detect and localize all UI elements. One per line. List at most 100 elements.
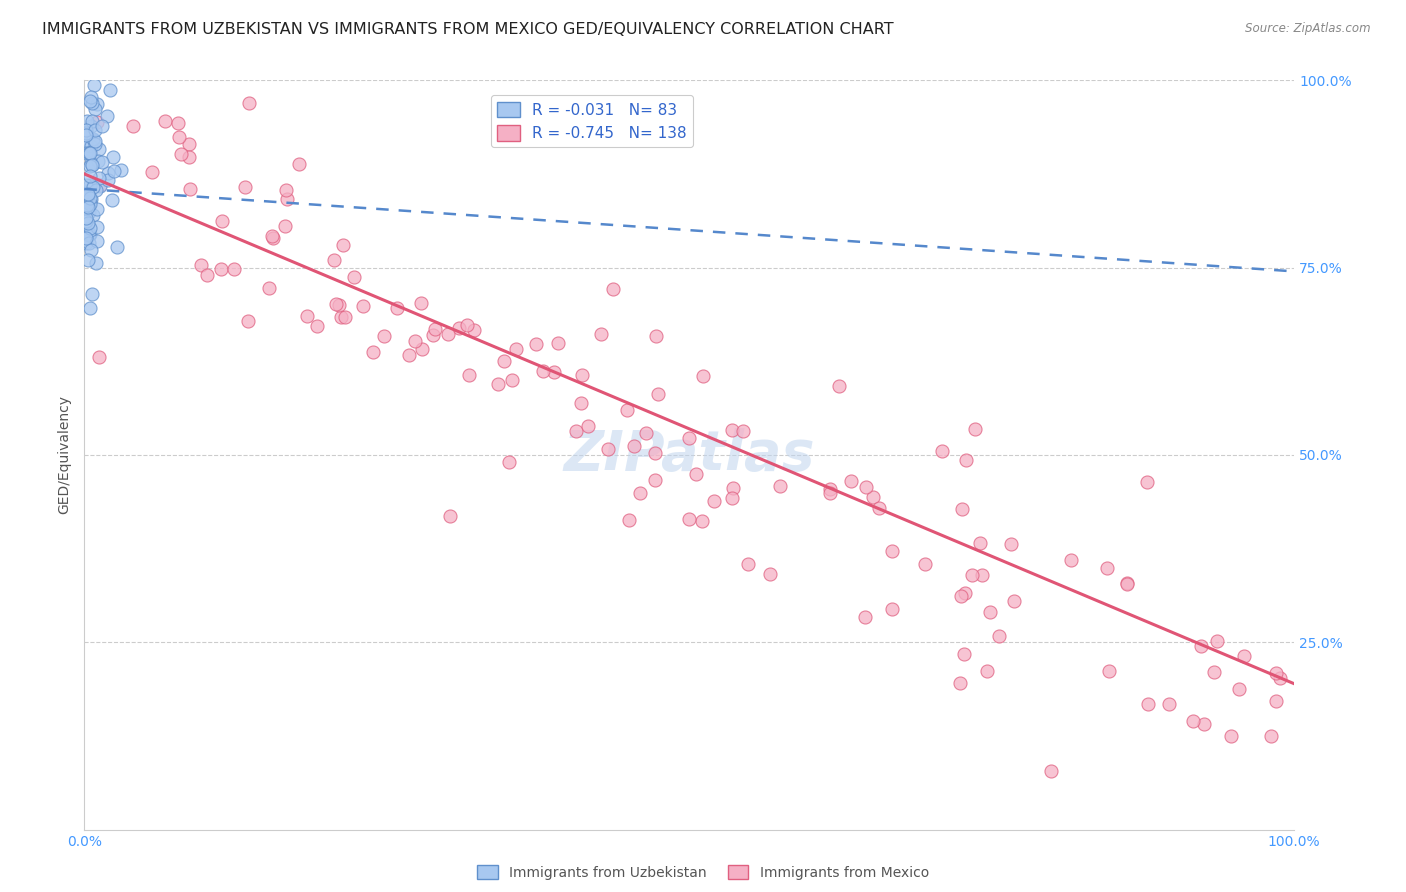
Point	[97, 166, 120, 180]
Point	[274, 183, 297, 197]
Point	[422, 328, 444, 343]
Point	[352, 299, 374, 313]
Point	[953, 586, 976, 600]
Point	[77, 145, 100, 160]
Point	[463, 323, 485, 337]
Point	[79, 221, 101, 235]
Point	[222, 262, 245, 277]
Point	[80, 95, 103, 110]
Point	[260, 229, 283, 244]
Point	[79, 197, 101, 211]
Point	[77, 200, 100, 214]
Point	[1002, 593, 1025, 607]
Point	[77, 205, 100, 219]
Point	[86, 219, 108, 234]
Point	[235, 180, 257, 194]
Point	[531, 364, 554, 378]
Point	[955, 452, 977, 467]
Point	[818, 483, 841, 497]
Point	[855, 480, 877, 494]
Point	[86, 97, 108, 112]
Point	[1204, 665, 1226, 679]
Point	[103, 163, 125, 178]
Point	[721, 491, 744, 505]
Point	[195, 268, 218, 282]
Point	[76, 195, 98, 210]
Point	[685, 467, 707, 481]
Point	[617, 513, 640, 527]
Point	[305, 318, 328, 333]
Point	[89, 178, 111, 193]
Point	[86, 202, 108, 216]
Point	[501, 373, 523, 387]
Point	[98, 83, 121, 97]
Point	[343, 270, 366, 285]
Point	[628, 486, 651, 500]
Point	[880, 602, 903, 616]
Point	[616, 403, 638, 417]
Point	[1157, 697, 1180, 711]
Point	[211, 214, 233, 228]
Point	[75, 235, 97, 250]
Point	[969, 536, 991, 550]
Point	[169, 130, 191, 145]
Point	[79, 169, 101, 184]
Point	[571, 368, 593, 382]
Point	[1233, 648, 1256, 663]
Point	[82, 208, 104, 222]
Point	[80, 286, 103, 301]
Point	[79, 95, 101, 109]
Point	[988, 629, 1011, 643]
Point	[449, 320, 471, 334]
Point	[1227, 681, 1250, 696]
Point	[77, 216, 100, 230]
Point	[76, 186, 98, 200]
Point	[862, 491, 884, 505]
Point	[914, 557, 936, 571]
Point	[75, 211, 97, 225]
Point	[75, 201, 97, 215]
Point	[91, 119, 114, 133]
Point	[960, 568, 983, 582]
Point	[733, 424, 755, 438]
Point	[91, 155, 114, 169]
Point	[79, 227, 101, 241]
Text: IMMIGRANTS FROM UZBEKISTAN VS IMMIGRANTS FROM MEXICO GED/EQUIVALENCY CORRELATION: IMMIGRANTS FROM UZBEKISTAN VS IMMIGRANTS…	[42, 22, 894, 37]
Point	[295, 309, 318, 323]
Point	[75, 145, 97, 160]
Point	[190, 258, 212, 272]
Point	[167, 116, 190, 130]
Point	[839, 474, 862, 488]
Point	[361, 345, 384, 359]
Point	[387, 301, 409, 315]
Point	[1000, 537, 1022, 551]
Point	[80, 113, 103, 128]
Point	[411, 296, 433, 310]
Point	[486, 376, 509, 391]
Point	[456, 318, 478, 333]
Point	[373, 329, 395, 343]
Point	[153, 114, 176, 128]
Point	[524, 337, 547, 351]
Point	[950, 501, 973, 516]
Point	[80, 119, 103, 133]
Point	[323, 252, 346, 267]
Point	[79, 182, 101, 196]
Point	[1219, 729, 1241, 743]
Point	[498, 455, 520, 469]
Point	[77, 194, 100, 208]
Point	[87, 170, 110, 185]
Point	[1264, 666, 1286, 681]
Point	[325, 297, 347, 311]
Text: ZIPatlas: ZIPatlas	[564, 428, 814, 482]
Point	[1060, 553, 1083, 567]
Point	[645, 329, 668, 343]
Point	[1097, 664, 1119, 678]
Point	[211, 262, 233, 277]
Point	[87, 351, 110, 365]
Point	[82, 132, 104, 146]
Point	[492, 354, 515, 368]
Point	[76, 114, 98, 128]
Point	[91, 66, 114, 80]
Point	[565, 425, 588, 439]
